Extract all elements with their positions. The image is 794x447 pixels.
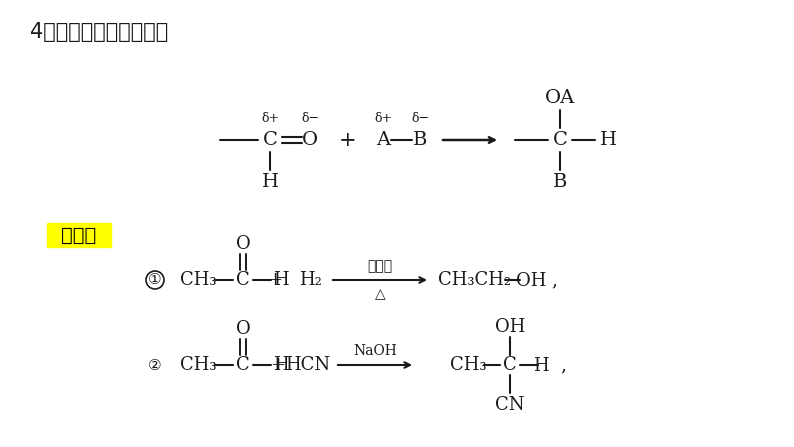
Text: 催化剂: 催化剂 — [368, 259, 392, 273]
Text: CH₃CH₂: CH₃CH₂ — [438, 271, 511, 289]
FancyBboxPatch shape — [47, 223, 111, 247]
Text: OH: OH — [495, 318, 525, 336]
Text: H: H — [273, 271, 289, 289]
Text: C: C — [236, 356, 250, 374]
Text: CN: CN — [495, 396, 525, 414]
Text: δ−: δ− — [301, 111, 319, 125]
Text: B: B — [413, 131, 427, 149]
Text: CH₃: CH₃ — [449, 356, 486, 374]
Text: C: C — [236, 271, 250, 289]
Text: δ+: δ+ — [374, 111, 392, 125]
Text: CH₃: CH₃ — [179, 356, 216, 374]
Text: ②: ② — [148, 358, 162, 372]
Text: O: O — [236, 235, 250, 253]
Text: C: C — [503, 356, 517, 374]
Text: OH ,: OH , — [516, 271, 558, 289]
Text: OA: OA — [545, 89, 575, 107]
Text: +: + — [268, 271, 283, 289]
Text: H₂: H₂ — [299, 271, 322, 289]
Text: +: + — [271, 356, 286, 374]
Text: δ+: δ+ — [261, 111, 279, 125]
Text: HCN: HCN — [285, 356, 330, 374]
Text: +: + — [339, 131, 357, 149]
Text: C: C — [263, 131, 277, 149]
Text: △: △ — [375, 287, 385, 301]
Text: C: C — [553, 131, 568, 149]
Text: A: A — [376, 131, 390, 149]
Text: 例如：: 例如： — [61, 225, 97, 245]
Text: B: B — [553, 173, 567, 191]
Text: O: O — [236, 320, 250, 338]
Text: H: H — [273, 356, 289, 374]
Text: δ−: δ− — [411, 111, 429, 125]
Text: 4．加成反应的电性原理: 4．加成反应的电性原理 — [30, 22, 168, 42]
Text: O: O — [302, 131, 318, 149]
Text: NaOH: NaOH — [353, 344, 397, 358]
Text: H: H — [261, 173, 279, 191]
Text: CH₃: CH₃ — [179, 271, 216, 289]
Text: H: H — [599, 131, 616, 149]
Text: H  ,: H , — [534, 356, 566, 374]
Text: ①: ① — [148, 273, 162, 287]
